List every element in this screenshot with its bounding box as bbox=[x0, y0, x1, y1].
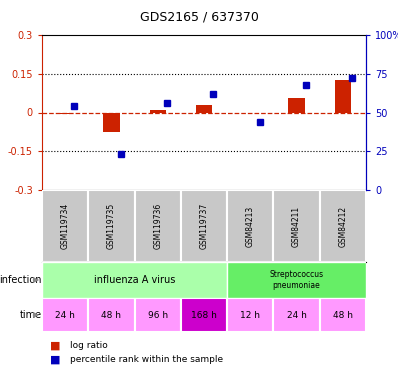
Bar bbox=[227, 298, 273, 332]
Bar bbox=[42, 190, 88, 262]
Text: percentile rank within the sample: percentile rank within the sample bbox=[70, 356, 223, 364]
Text: GDS2165 / 637370: GDS2165 / 637370 bbox=[140, 10, 258, 23]
Bar bbox=[181, 190, 227, 262]
Bar bbox=[335, 80, 351, 113]
Bar bbox=[289, 98, 305, 113]
Bar bbox=[273, 298, 320, 332]
Bar bbox=[88, 298, 135, 332]
Text: 48 h: 48 h bbox=[333, 311, 353, 319]
Bar bbox=[227, 190, 273, 262]
Text: Streptococcus
pneumoniae: Streptococcus pneumoniae bbox=[269, 270, 324, 290]
Text: 12 h: 12 h bbox=[240, 311, 260, 319]
Bar bbox=[88, 190, 135, 262]
Text: GSM119734: GSM119734 bbox=[60, 203, 70, 249]
Text: influenza A virus: influenza A virus bbox=[94, 275, 175, 285]
Text: GSM84211: GSM84211 bbox=[292, 205, 301, 247]
Text: GSM84212: GSM84212 bbox=[338, 205, 347, 247]
Text: GSM119737: GSM119737 bbox=[199, 203, 209, 249]
Bar bbox=[227, 262, 366, 298]
Text: 24 h: 24 h bbox=[287, 311, 306, 319]
Bar bbox=[320, 190, 366, 262]
Text: ■: ■ bbox=[50, 341, 60, 351]
Text: GSM119736: GSM119736 bbox=[153, 203, 162, 249]
Text: log ratio: log ratio bbox=[70, 341, 107, 351]
Bar bbox=[42, 262, 227, 298]
Text: GSM119735: GSM119735 bbox=[107, 203, 116, 249]
Bar bbox=[57, 113, 73, 114]
Bar bbox=[135, 190, 181, 262]
Bar bbox=[181, 298, 227, 332]
Bar bbox=[273, 190, 320, 262]
Text: 168 h: 168 h bbox=[191, 311, 217, 319]
Text: time: time bbox=[20, 310, 42, 320]
Bar bbox=[42, 298, 88, 332]
Bar bbox=[150, 110, 166, 113]
Text: GSM84213: GSM84213 bbox=[246, 205, 255, 247]
Text: 48 h: 48 h bbox=[101, 311, 121, 319]
Text: infection: infection bbox=[0, 275, 42, 285]
Text: 96 h: 96 h bbox=[148, 311, 168, 319]
Bar bbox=[135, 298, 181, 332]
Text: ■: ■ bbox=[50, 355, 60, 365]
Bar bbox=[320, 298, 366, 332]
Text: 24 h: 24 h bbox=[55, 311, 75, 319]
Bar bbox=[103, 113, 119, 132]
Bar bbox=[196, 105, 212, 113]
